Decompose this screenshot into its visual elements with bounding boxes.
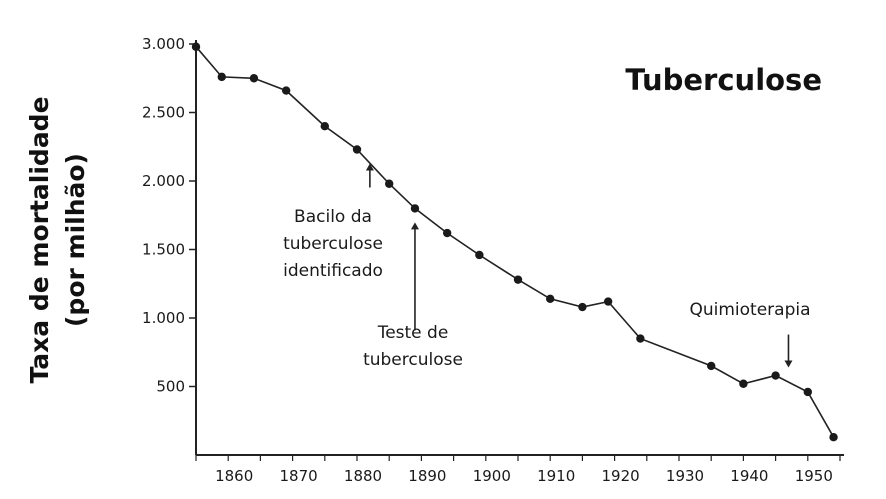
x-tick-label: 1920	[602, 467, 640, 485]
y-tick-label: 500	[156, 378, 185, 396]
data-point	[546, 294, 555, 304]
data-point	[191, 42, 201, 51]
annotation-text: Bacilo da	[294, 207, 372, 227]
x-ticks: 1860 1870 1880 1890 1900 1910 1920 1930 1940 1950	[195, 455, 841, 485]
y-axis-label-group: Taxa de mortalidade (por milhão)	[25, 96, 90, 383]
x-tick-label: 1930	[666, 467, 704, 485]
x-tick-label: 1910	[537, 467, 575, 485]
data-point	[410, 204, 420, 213]
annotation-arrowhead	[365, 163, 374, 171]
annotation-text: Quimioterapia	[689, 300, 810, 320]
annotation-arrowhead	[410, 222, 419, 230]
y-tick-label: 2.500	[142, 104, 185, 122]
x-tick-label: 1900	[473, 467, 511, 485]
data-point	[578, 302, 587, 312]
data-point	[320, 122, 329, 131]
data-point	[513, 275, 523, 284]
data-point	[385, 179, 394, 188]
data-point	[249, 74, 259, 83]
x-tick-label: 1950	[795, 467, 833, 485]
data-point	[707, 361, 716, 371]
annotation-text: tuberculose	[363, 350, 463, 370]
y-ticks: 500 1.000 1.500 2.000 2.500 3.000	[142, 35, 196, 396]
data-point	[771, 371, 780, 380]
data-point	[281, 86, 291, 95]
data-point	[739, 379, 748, 388]
data-point	[217, 72, 226, 82]
data-point	[352, 145, 362, 154]
y-tick-label: 1.500	[142, 241, 185, 259]
x-tick-label: 1890	[408, 467, 446, 485]
x-tick-label: 1870	[280, 467, 318, 485]
data-point	[603, 297, 613, 306]
y-tick-label: 1.000	[142, 309, 185, 327]
data-point	[636, 334, 645, 343]
annotations: Bacilo da tuberculose identificado Teste de…	[283, 163, 811, 370]
x-tick-label: 1860	[215, 467, 253, 485]
series	[191, 42, 838, 442]
y-tick-label: 3.000	[142, 35, 185, 53]
x-tick-label: 1940	[730, 467, 768, 485]
annotation-text: Teste de	[377, 323, 449, 343]
data-point	[475, 250, 484, 260]
data-point	[829, 432, 838, 442]
annotation-arrowhead	[784, 360, 793, 368]
data-point	[803, 387, 812, 397]
data-point	[442, 228, 452, 238]
chart-title: Tuberculose	[625, 63, 822, 97]
x-tick-label: 1880	[344, 467, 382, 485]
annotation-text: tuberculose	[283, 234, 383, 254]
annotation-text: identificado	[283, 261, 383, 281]
y-axis-label-line2: (por milhão)	[61, 153, 90, 327]
y-tick-label: 2.000	[142, 172, 185, 190]
series-line	[195, 46, 835, 438]
y-axis-label-line1: Taxa de mortalidade	[25, 96, 54, 383]
